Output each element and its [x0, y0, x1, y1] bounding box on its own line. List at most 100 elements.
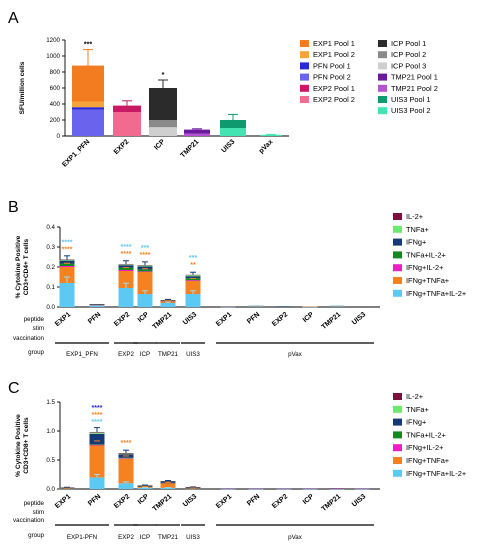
legend-label: PFN Pool 1	[313, 61, 351, 70]
significance-mark: ****	[121, 244, 132, 251]
bar-segment	[137, 265, 153, 267]
significance-mark: *	[162, 72, 165, 79]
bar-segment	[72, 65, 104, 102]
legend-swatch	[393, 238, 402, 246]
legend-swatch	[393, 444, 402, 452]
significance-mark: ****	[121, 440, 132, 447]
significance-mark: ***	[189, 255, 197, 262]
group-label: EXP2	[118, 534, 134, 541]
y-tick-label: 0.5	[46, 457, 55, 464]
y-axis-label: % Cytokine PositiveCD3+CD4+ T cells	[15, 235, 30, 298]
y-tick-label: 0.4	[46, 224, 55, 231]
legend-label: IFNg+TNFa+	[406, 276, 449, 285]
y-tick-label: 0.3	[46, 244, 55, 251]
x-category-label: PFN	[246, 493, 261, 507]
significance-mark: **	[190, 262, 196, 269]
row-label-peptide: peptide	[24, 500, 45, 507]
bar-segment	[113, 105, 141, 112]
legend-label: IFNg+	[406, 418, 426, 427]
group-label: pVax	[288, 534, 303, 541]
legend-swatch	[393, 251, 402, 259]
x-category-label: PFN	[246, 311, 261, 325]
x-category-label: UIS3	[220, 138, 236, 154]
y-tick-label: 800	[50, 69, 61, 76]
bar-segment	[118, 288, 134, 307]
bar-segment	[89, 444, 105, 446]
legend-swatch	[393, 264, 402, 272]
legend-label: TMP21 Pool 2	[391, 84, 438, 93]
legend-swatch	[393, 213, 402, 220]
bar-segment	[184, 133, 210, 136]
x-category-label: EXP2	[113, 138, 131, 156]
legend-item: IL-2+	[393, 392, 423, 401]
legend-label: IFNg+IL-2+	[406, 443, 443, 452]
x-category-label: ICP	[302, 311, 316, 324]
y-tick-label: 0	[57, 133, 61, 140]
legend-item: IFNg+TNFa+IL-2+	[393, 289, 466, 298]
row-label-peptide: stim	[33, 325, 44, 332]
legend-label: EXP2 Pool 2	[313, 95, 355, 104]
bar-segment	[72, 109, 104, 136]
bar-segment	[185, 281, 201, 294]
panel-letter-a: A	[8, 10, 19, 27]
row-label-peptide: stim	[33, 509, 44, 516]
bar-segment	[118, 458, 134, 484]
legend-item: UIS3 Pool 2	[378, 106, 430, 115]
bar-segment	[160, 487, 176, 489]
bar-segment	[220, 128, 246, 136]
x-category-label: EXP2	[113, 311, 131, 328]
y-tick-label: 0.0	[46, 486, 55, 493]
row-label-group: group	[28, 349, 44, 356]
legend-swatch	[378, 96, 387, 103]
legend-swatch	[393, 405, 402, 413]
x-category-label: EXP2	[271, 311, 289, 328]
bar-segment	[113, 112, 141, 136]
legend-item: IL-2+	[393, 212, 423, 221]
panel-c: C 0.0 0.5 1.0 1.5 % Cytokine PositiveCD3+CD8+…	[8, 380, 466, 541]
legend-swatch	[393, 289, 402, 297]
row-label-group: vaccination	[13, 335, 45, 342]
legend-item: TMP21 Pool 1	[378, 73, 438, 82]
group-label: EXP1-PFN	[67, 534, 97, 541]
legend-label: IFNg+	[406, 238, 426, 247]
significance-mark: ****	[92, 405, 103, 412]
legend-label: IL-2+	[406, 392, 423, 401]
legend-item: TMP21 Pool 2	[378, 84, 438, 93]
y-tick-label: 600	[50, 85, 61, 92]
x-category-label: EXP1_PFN	[61, 138, 91, 168]
legend-item: ICP Pool 1	[378, 39, 426, 48]
bar-segment	[160, 303, 176, 307]
legend-swatch	[300, 96, 309, 103]
bar-segment	[59, 260, 75, 264]
legend-swatch	[393, 469, 402, 477]
group-label: UIS3	[186, 351, 200, 358]
legend-swatch	[393, 457, 402, 464]
bar-segment	[137, 487, 153, 489]
y-axis-label: % Cytokine PositiveCD3+CD8+ T cells	[15, 414, 30, 477]
bar-segment	[118, 457, 134, 459]
legend-label: TNFa+IL-2+	[406, 430, 446, 439]
legend-item: IFNg+	[393, 238, 426, 247]
x-category-label: EXP2	[113, 493, 131, 510]
legend-label: TNFa+	[406, 225, 429, 234]
row-label-group: vaccination	[13, 517, 45, 524]
legend-swatch	[393, 277, 402, 284]
bar-segment	[118, 483, 134, 489]
bar-segment	[118, 265, 134, 268]
legend-item: ICP Pool 2	[378, 50, 426, 59]
bar-segment	[89, 305, 105, 307]
bar-segment	[185, 280, 201, 281]
y-tick-label: 0.2	[46, 264, 55, 271]
x-category-label: UIS3	[351, 311, 368, 326]
y-tick-label: 1.0	[46, 428, 55, 435]
bar-segment	[185, 278, 201, 281]
bar-segment	[59, 266, 75, 267]
legend-swatch	[378, 107, 387, 115]
bar-segment	[160, 483, 176, 488]
bar-segment	[185, 294, 201, 307]
legend-swatch	[378, 40, 387, 47]
panel-a: A 0 200 400 600 800 1000 1200 SFU/million cells *…	[8, 10, 438, 169]
significance-mark: ****	[92, 412, 103, 419]
x-category-label: TMP21	[152, 493, 174, 513]
